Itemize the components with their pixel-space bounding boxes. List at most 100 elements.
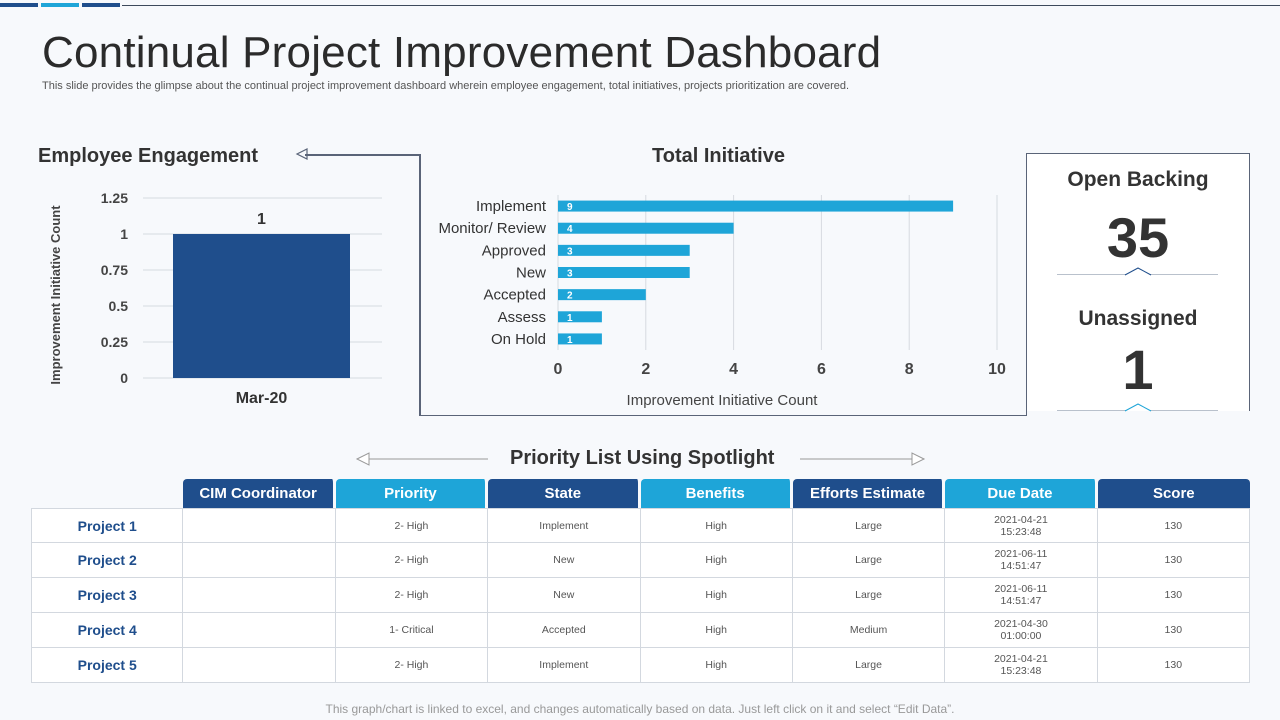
ee-x-tick-labels: Mar-20 xyxy=(236,390,288,407)
ee-y-tick: 1.25 xyxy=(101,190,128,206)
ti-category-label: New xyxy=(516,265,546,282)
benefits-cell: High xyxy=(640,543,793,578)
column-header[interactable]: State xyxy=(488,479,641,508)
column-header[interactable]: Score xyxy=(1097,479,1250,508)
table-header-row: CIM Coordinator Priority State Benefits … xyxy=(31,479,1250,508)
due-date-value: 2021-04-21 xyxy=(994,653,1048,665)
project-name-cell: Project 4 xyxy=(31,613,184,648)
due-date-value: 2021-04-21 xyxy=(994,513,1048,526)
caret-up-icon xyxy=(1124,267,1152,276)
ti-bar[interactable] xyxy=(558,267,690,278)
ti-x-axis-label: Improvement Initiative Count xyxy=(627,392,819,409)
ti-category-label: Implement xyxy=(476,198,547,215)
ee-y-tick: 0.75 xyxy=(101,262,128,278)
score-cell: 130 xyxy=(1097,578,1250,613)
state-cell: Accepted xyxy=(488,613,641,648)
due-date-cell: 2021-06-11 14:51:47 xyxy=(945,543,1098,578)
table-row[interactable]: Project 4 1- Critical Accepted High Medium 20… xyxy=(31,613,1250,648)
coordinator-cell xyxy=(183,648,336,683)
priority-cell: 2- High xyxy=(335,648,489,683)
ti-category-label: Assess xyxy=(498,309,546,326)
state-cell: New xyxy=(488,543,641,578)
footer-note: This graph/chart is linked to excel, and… xyxy=(325,702,955,716)
ti-bar[interactable] xyxy=(558,289,646,301)
column-header[interactable]: Due Date xyxy=(945,479,1098,508)
effort-cell: Large xyxy=(792,578,946,613)
ee-bar[interactable] xyxy=(173,234,350,378)
benefits-cell: High xyxy=(640,578,793,613)
ee-y-tick: 1 xyxy=(120,226,128,242)
ti-data-label: 4 xyxy=(567,224,573,235)
effort-cell: Large xyxy=(792,508,946,543)
state-cell: Implement xyxy=(488,508,641,543)
priority-cell: 2- High xyxy=(335,508,489,543)
score-cell: 130 xyxy=(1097,648,1250,683)
column-header[interactable]: CIM Coordinator xyxy=(183,479,336,508)
due-date-cell: 2021-04-30 01:00:00 xyxy=(945,613,1098,648)
ti-x-tick: 0 xyxy=(554,361,563,378)
effort-cell: Large xyxy=(792,648,946,683)
ee-y-tick: 0.5 xyxy=(109,298,129,314)
benefits-cell: High xyxy=(640,613,793,648)
ti-data-label: 9 xyxy=(567,202,573,213)
project-name-cell: Project 3 xyxy=(31,578,184,613)
ti-bar[interactable] xyxy=(558,311,602,323)
state-cell: Implement xyxy=(488,648,641,683)
table-row[interactable]: Project 3 2- High New High Large 2021-06-11 14… xyxy=(31,578,1250,613)
stats-panel xyxy=(1026,153,1250,411)
ti-bars: 9 4 3 3 2 1 1 xyxy=(558,200,954,346)
ee-x-tick: Mar-20 xyxy=(236,390,288,407)
employee-engagement-chart[interactable]: 0 0.25 0.5 0.75 1 1.25 1 Mar-20 Improvement I… xyxy=(38,185,398,410)
table-row[interactable]: Project 5 2- High Implement High Large 2021-0… xyxy=(31,648,1250,683)
ti-x-tick: 4 xyxy=(729,361,738,378)
ti-x-tick: 10 xyxy=(988,361,1006,378)
ti-category-labels: Implement Monitor/ Review Approved New Accep… xyxy=(438,198,546,348)
coordinator-cell xyxy=(183,508,336,543)
benefits-cell: High xyxy=(640,648,793,683)
ti-x-tick: 8 xyxy=(905,361,914,378)
project-name-cell: Project 5 xyxy=(31,648,184,683)
score-cell: 130 xyxy=(1097,543,1250,578)
ti-bar[interactable] xyxy=(558,222,734,234)
table-row[interactable]: Project 2 2- High New High Large 2021-06-11 14… xyxy=(31,543,1250,578)
ti-data-label: 3 xyxy=(567,246,573,257)
ti-bar[interactable] xyxy=(558,244,690,256)
ee-bars: 1 xyxy=(173,211,350,378)
ti-category-label: Approved xyxy=(482,242,546,259)
ti-data-label: 1 xyxy=(567,313,573,324)
top-accent-bars xyxy=(0,3,1280,7)
project-name-cell: Project 2 xyxy=(31,543,184,578)
priority-table: CIM Coordinator Priority State Benefits … xyxy=(31,479,1250,683)
ti-x-tick: 6 xyxy=(817,361,826,378)
unassigned-value: 1 xyxy=(1122,338,1154,401)
ti-x-tick: 2 xyxy=(641,361,650,378)
caret-up-icon xyxy=(1124,403,1152,412)
ti-data-label: 2 xyxy=(567,291,573,302)
ti-category-label: On Hold xyxy=(491,331,546,348)
total-initiative-title: Total Initiative xyxy=(652,145,785,167)
employee-engagement-title: Employee Engagement xyxy=(38,145,259,167)
due-date-value: 2021-04-30 xyxy=(994,618,1048,630)
due-time-value: 15:23:48 xyxy=(1000,665,1042,677)
effort-cell: Medium xyxy=(792,613,946,648)
total-initiative-frame-left xyxy=(419,155,421,416)
ti-data-label: 1 xyxy=(567,335,573,346)
column-header[interactable]: Benefits xyxy=(640,479,793,508)
ee-y-tick-labels: 0 0.25 0.5 0.75 1 1.25 xyxy=(101,190,128,386)
open-backing-label: Open Backing xyxy=(1067,168,1209,191)
column-header[interactable]: Efforts Estimate xyxy=(792,479,946,508)
total-initiative-chart[interactable]: 9 4 3 3 2 1 1 Implement Monitor/ Review Approved… xyxy=(420,185,1025,415)
due-date-cell: 2021-04-21 15:23:48 xyxy=(945,648,1098,683)
due-time-value: 01:00:00 xyxy=(1000,630,1042,642)
ti-x-tick-labels: 0 2 4 6 8 10 xyxy=(554,361,1006,378)
effort-cell: Large xyxy=(792,543,946,578)
ee-y-tick: 0.25 xyxy=(101,334,128,350)
ti-bar[interactable] xyxy=(558,333,602,345)
priority-cell: 1- Critical xyxy=(335,613,489,648)
due-date-value: 2021-06-11 xyxy=(994,583,1048,595)
table-row[interactable]: Project 1 2- High Implement High Large 2021-0… xyxy=(31,508,1250,543)
page-title: Continual Project Improvement Dashboard xyxy=(42,28,882,77)
coordinator-cell xyxy=(183,578,336,613)
ti-bar[interactable] xyxy=(558,200,954,212)
column-header[interactable]: Priority xyxy=(335,479,489,508)
